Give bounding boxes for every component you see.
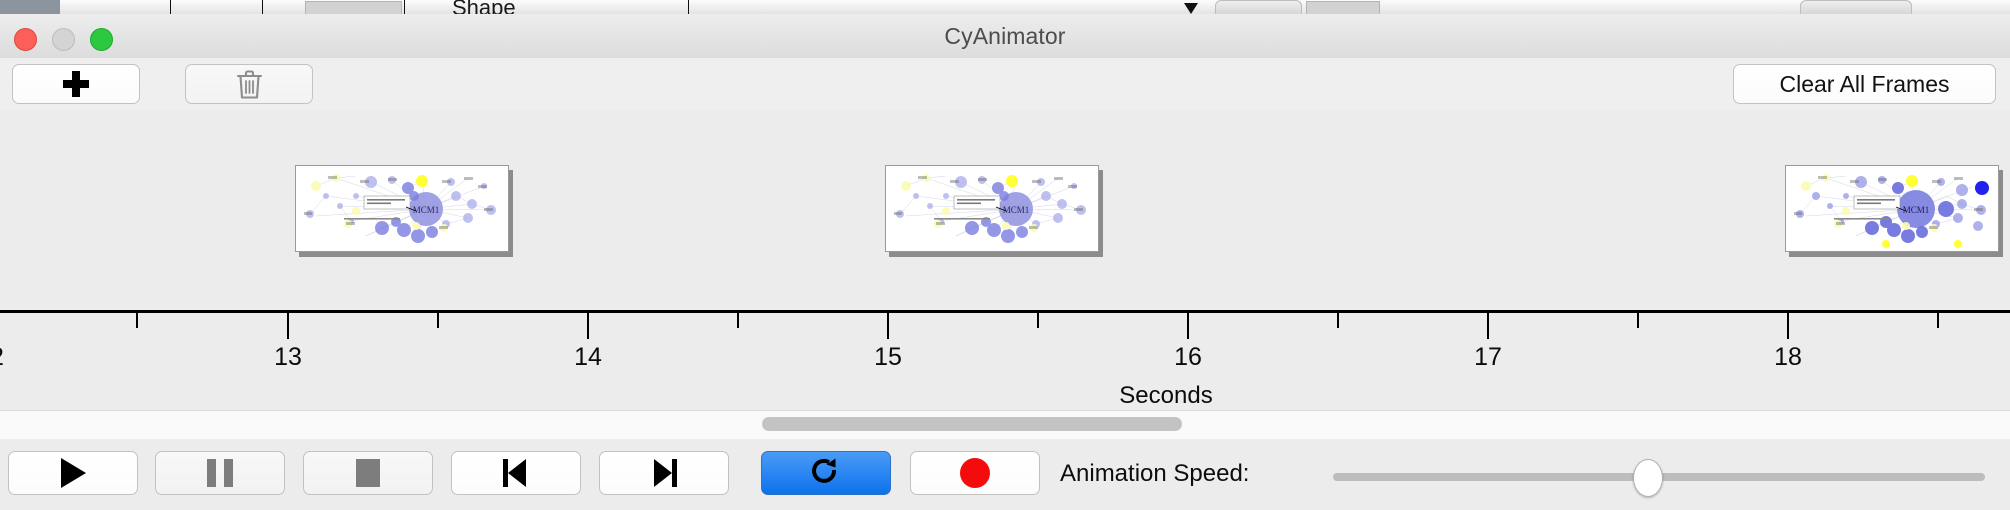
clear-all-frames-label: Clear All Frames (1779, 70, 1950, 97)
axis-tick-minor (1637, 313, 1639, 328)
pause-button[interactable] (155, 451, 285, 495)
timeline-axis (0, 310, 2010, 313)
frame-image: MCM1 (885, 165, 1099, 252)
clear-all-frames-button[interactable]: Clear All Frames (1733, 64, 1996, 104)
trash-icon (236, 69, 262, 99)
maximize-icon[interactable] (90, 28, 113, 51)
network-graph: MCM1 (894, 174, 1086, 243)
axis-caption: Seconds (1119, 382, 1213, 409)
scrollbar-thumb[interactable] (762, 417, 1182, 431)
transport-bar: Animation Speed: (0, 439, 2010, 510)
axis-tick-major (287, 313, 289, 339)
stop-icon (356, 459, 380, 487)
skip-to-end-icon (649, 459, 679, 487)
axis-tick-minor (1337, 313, 1339, 328)
svg-text:MCM1: MCM1 (1903, 205, 1930, 215)
axis-tick-minor (1937, 313, 1939, 328)
axis-tick-major (1487, 313, 1489, 339)
network-graph: MCM1 (304, 174, 496, 243)
axis-tick-label: 14 (574, 343, 602, 371)
background-tick (262, 0, 263, 14)
background-segment (690, 0, 1191, 14)
play-icon (60, 458, 86, 488)
background-tab (1800, 0, 1912, 14)
loop-button[interactable] (761, 451, 891, 495)
background-box (305, 1, 402, 14)
axis-tick-minor (136, 313, 138, 328)
axis-tick-label: 17 (1474, 343, 1502, 371)
axis-tick-label: 15 (874, 343, 902, 371)
loop-icon (812, 458, 837, 483)
background-window-titlebar (0, 0, 60, 14)
background-arrow-icon (1184, 3, 1198, 14)
axis-tick-label: 12 (0, 343, 4, 372)
timeline-scrollbar[interactable] (0, 410, 2010, 440)
plus-icon (63, 71, 89, 97)
add-frame-button[interactable] (12, 64, 140, 104)
minimize-icon[interactable] (52, 28, 75, 51)
skip-to-end-button[interactable] (599, 451, 729, 495)
record-icon (960, 458, 990, 488)
frame-thumbnail[interactable]: MCM1 (1785, 165, 2003, 257)
pause-icon (207, 459, 233, 487)
background-box (1306, 1, 1380, 14)
axis-tick-major (587, 313, 589, 339)
frame-thumbnail[interactable]: MCM1 (295, 165, 513, 257)
page-title: CyAnimator (944, 23, 1066, 49)
close-icon[interactable] (14, 28, 37, 51)
frame-image: MCM1 (1785, 165, 1999, 252)
background-window-label: Shape (452, 0, 516, 14)
svg-text:MCM1: MCM1 (413, 205, 440, 215)
background-segment (1520, 0, 2010, 14)
frame-thumbnail[interactable]: MCM1 (885, 165, 1103, 257)
toolbar: Clear All Frames (0, 58, 2010, 111)
record-button[interactable] (910, 451, 1040, 495)
animation-speed-slider[interactable] (1333, 459, 1985, 497)
svg-text:MCM1: MCM1 (1003, 205, 1030, 215)
skip-to-start-button[interactable] (451, 451, 581, 495)
frame-image: MCM1 (295, 165, 509, 252)
background-tick (170, 0, 171, 14)
play-button[interactable] (8, 451, 138, 495)
stop-button[interactable] (303, 451, 433, 495)
delete-frame-button[interactable] (185, 64, 313, 104)
axis-tick-major (887, 313, 889, 339)
axis-tick-major (1187, 313, 1189, 339)
background-window-strip: Shape (0, 0, 2010, 14)
background-tick (688, 0, 689, 14)
axis-tick-label: 18 (1774, 343, 1802, 371)
axis-tick-label: 13 (274, 343, 302, 371)
axis-tick-label: 16 (1174, 343, 1202, 371)
axis-tick-minor (1037, 313, 1039, 328)
axis-tick-minor (737, 313, 739, 328)
axis-tick-major (1787, 313, 1789, 339)
background-tab (1215, 0, 1302, 14)
timeline-panel[interactable]: MCM1 (0, 110, 2010, 410)
axis-tick-minor (437, 313, 439, 328)
network-graph: MCM1 (1794, 174, 1989, 248)
titlebar: CyAnimator (0, 14, 2010, 59)
skip-to-start-icon (501, 459, 531, 487)
animation-speed-label: Animation Speed: (1060, 460, 1250, 487)
background-tick (404, 0, 405, 14)
slider-thumb[interactable] (1633, 459, 1663, 497)
background-segment (60, 0, 241, 14)
